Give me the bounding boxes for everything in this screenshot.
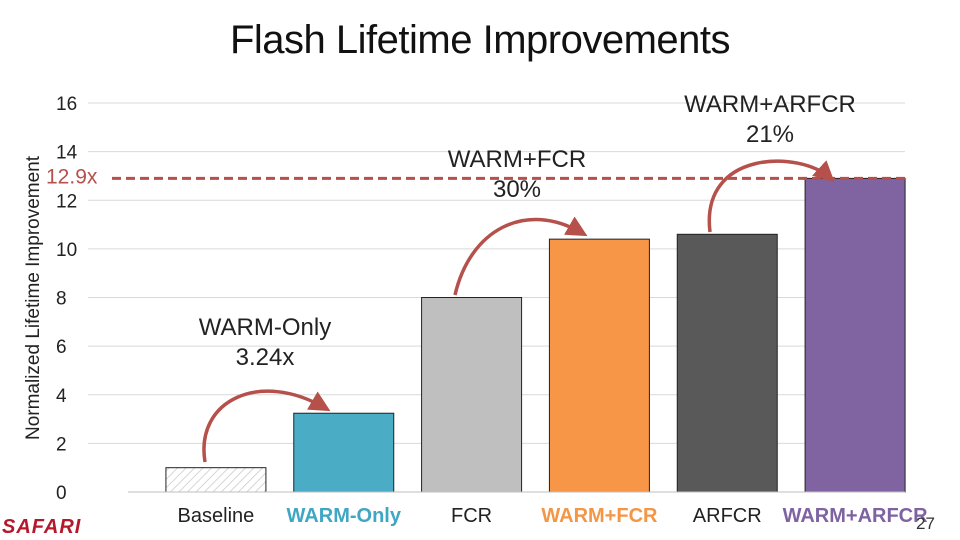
bar-baseline xyxy=(165,467,267,493)
y-tick-label: 6 xyxy=(56,337,67,358)
x-tick-label: WARM-Only xyxy=(287,505,402,527)
chart-title: Flash Lifetime Improvements xyxy=(229,18,731,62)
annotation-label: WARM-Only xyxy=(199,314,331,341)
y-tick-label: 12 xyxy=(56,191,77,212)
x-tick-label: WARM+FCR xyxy=(541,505,658,527)
bar-warm-fcr xyxy=(548,238,650,493)
x-tick-label: Baseline xyxy=(178,505,255,527)
y-axis-label: Normalized Lifetime Improvement xyxy=(23,155,44,440)
annotation-label: 3.24x xyxy=(236,344,295,371)
y-tick-label: 4 xyxy=(56,386,67,407)
y-tick-label: 10 xyxy=(56,240,77,261)
annotations: WARM-Only 3.24x WARM+FCR 30% WARM+ARFCR 21% xyxy=(199,91,856,463)
annotation-arrow xyxy=(707,159,835,233)
y-tick-label: 8 xyxy=(56,289,67,310)
y-tick-label: 0 xyxy=(56,483,67,504)
reference-line-label: 12.9x xyxy=(46,165,98,188)
y-tick-label: 2 xyxy=(56,434,67,455)
y-tick-labels: 0 2 4 6 8 10 12 14 16 xyxy=(56,94,78,504)
y-tick-label: 16 xyxy=(56,94,77,115)
annotation-label: WARM+FCR xyxy=(448,146,586,173)
page-number: 27 xyxy=(916,514,935,533)
bar-fcr xyxy=(421,297,523,493)
x-tick-labels: Baseline WARM-Only FCR WARM+FCR ARFCR WARM+AR… xyxy=(178,505,929,527)
y-axis-label-container: Normalized Lifetime Improvement xyxy=(22,125,46,470)
safari-logo: SAFARI xyxy=(2,516,82,538)
annotation-arrow xyxy=(453,216,588,296)
annotation-label: 30% xyxy=(493,176,541,203)
bar-warm-only xyxy=(293,412,395,493)
x-tick-label: WARM+ARFCR xyxy=(783,505,929,527)
x-tick-label: ARFCR xyxy=(693,505,762,527)
x-tick-label: FCR xyxy=(451,505,492,527)
bar-arfcr xyxy=(676,233,778,493)
bar-warm-arfcr xyxy=(804,177,906,493)
bars xyxy=(128,177,906,493)
annotation-arrow xyxy=(202,389,331,463)
reference-line: 12.9x xyxy=(38,162,906,189)
y-tick-label: 14 xyxy=(56,143,78,164)
annotation-label: WARM+ARFCR xyxy=(684,91,856,118)
reference-label-background xyxy=(38,162,110,189)
annotation-label: 21% xyxy=(746,121,794,148)
